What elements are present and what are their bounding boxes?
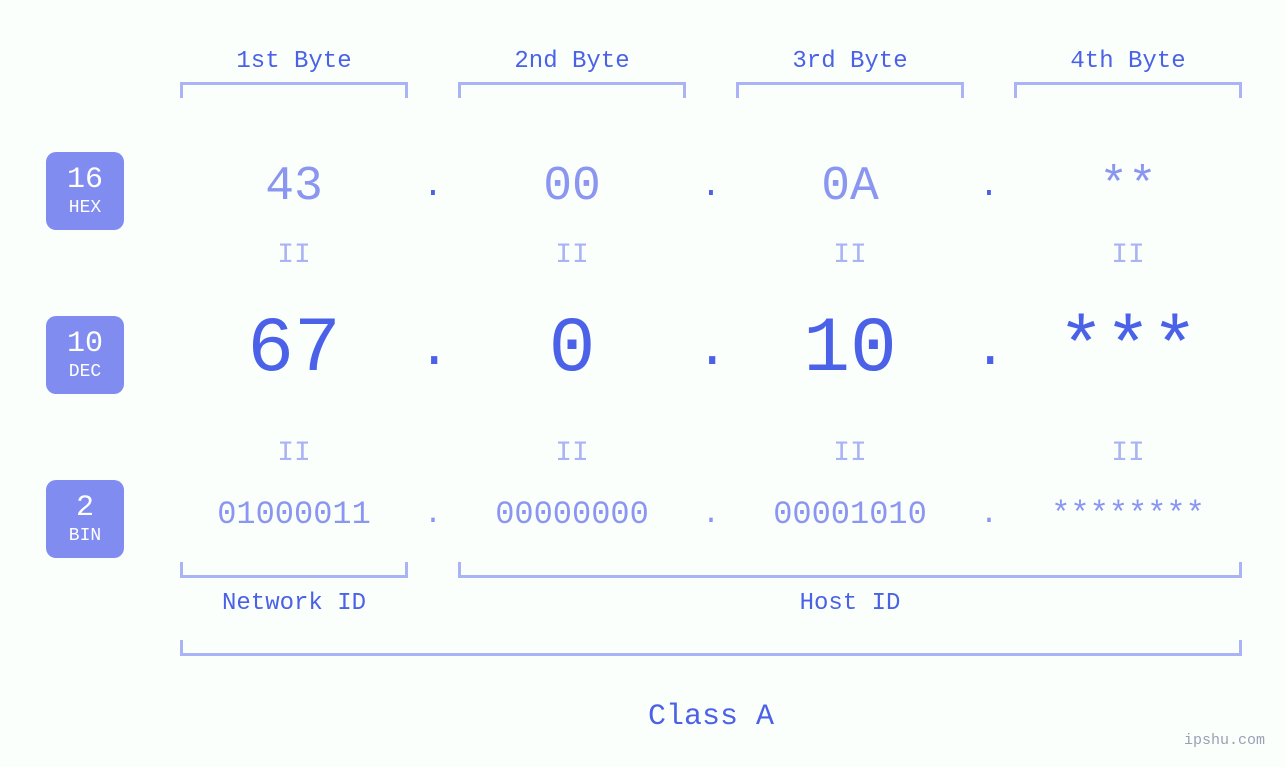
base-badge-dec: 10 DEC — [46, 316, 124, 394]
badge-number: 2 — [76, 493, 94, 523]
equals-bottom-2: II — [552, 438, 592, 469]
dec-byte-1: 67 — [180, 306, 408, 394]
byte-header-3: 3rd Byte — [720, 48, 980, 75]
bin-byte-4: ******** — [1014, 496, 1242, 533]
dot-dec-2: . — [696, 320, 726, 381]
badge-number: 10 — [67, 329, 103, 359]
byte-header-4: 4th Byte — [998, 48, 1258, 75]
equals-top-1: II — [274, 240, 314, 271]
bracket-network-id — [180, 562, 408, 578]
bracket-host-id — [458, 562, 1242, 578]
hex-byte-4: ** — [1014, 160, 1242, 214]
bracket-top-1 — [180, 82, 408, 98]
bracket-top-2 — [458, 82, 686, 98]
bracket-top-4 — [1014, 82, 1242, 98]
hex-byte-1: 43 — [180, 160, 408, 214]
bracket-top-3 — [736, 82, 964, 98]
bin-byte-3: 00001010 — [736, 496, 964, 533]
dot-hex-1: . — [418, 168, 448, 206]
badge-sub: DEC — [69, 363, 101, 381]
dot-hex-3: . — [974, 168, 1004, 206]
bin-byte-1: 01000011 — [180, 496, 408, 533]
bin-byte-2: 00000000 — [458, 496, 686, 533]
dot-dec-1: . — [418, 320, 448, 381]
byte-header-2: 2nd Byte — [442, 48, 702, 75]
badge-number: 16 — [67, 165, 103, 195]
equals-bottom-3: II — [830, 438, 870, 469]
equals-top-3: II — [830, 240, 870, 271]
badge-sub: BIN — [69, 527, 101, 545]
base-badge-bin: 2 BIN — [46, 480, 124, 558]
byte-header-1: 1st Byte — [164, 48, 424, 75]
network-id-label: Network ID — [180, 590, 408, 617]
dot-hex-2: . — [696, 168, 726, 206]
dot-bin-3: . — [974, 498, 1004, 532]
dot-dec-3: . — [974, 320, 1004, 381]
watermark: ipshu.com — [1184, 732, 1265, 749]
badge-sub: HEX — [69, 199, 101, 217]
equals-top-4: II — [1108, 240, 1148, 271]
dec-byte-2: 0 — [458, 306, 686, 394]
dot-bin-2: . — [696, 498, 726, 532]
dec-byte-4: *** — [1014, 306, 1242, 394]
hex-byte-3: 0A — [736, 160, 964, 214]
class-label: Class A — [180, 700, 1242, 734]
host-id-label: Host ID — [458, 590, 1242, 617]
equals-top-2: II — [552, 240, 592, 271]
dec-byte-3: 10 — [736, 306, 964, 394]
equals-bottom-4: II — [1108, 438, 1148, 469]
base-badge-hex: 16 HEX — [46, 152, 124, 230]
dot-bin-1: . — [418, 498, 448, 532]
bracket-class — [180, 640, 1242, 656]
hex-byte-2: 00 — [458, 160, 686, 214]
equals-bottom-1: II — [274, 438, 314, 469]
